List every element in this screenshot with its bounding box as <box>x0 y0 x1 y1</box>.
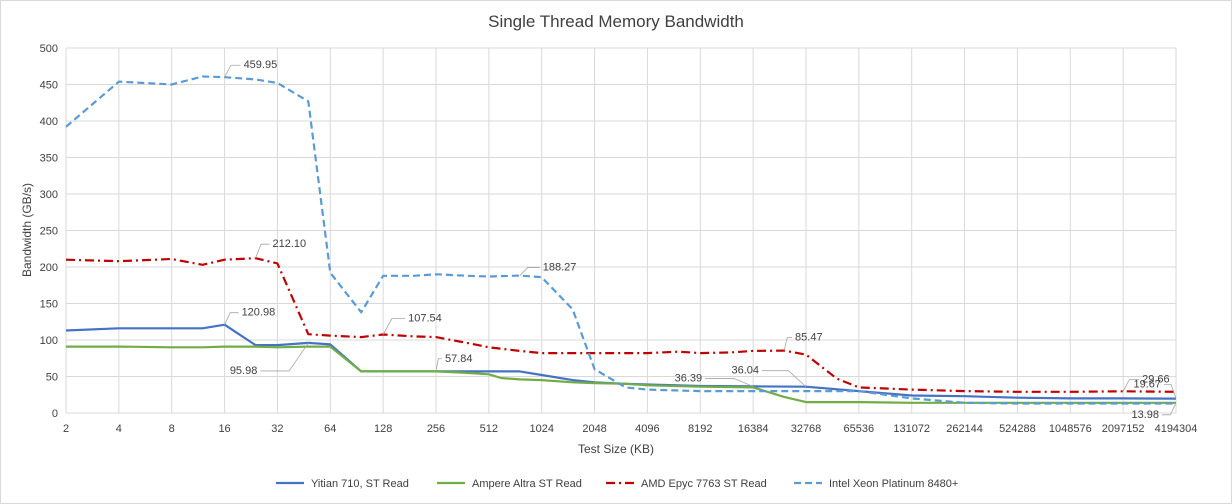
data-labels: 459.95 212.10 120.98 95.98 107.54 188.27 57.84… <box>224 59 1177 421</box>
y-tick-label: 450 <box>40 80 58 92</box>
data-label-leader <box>519 267 540 276</box>
y-axis-ticks: 0 50 100 150 200 250 300 350 400 450 500 <box>40 43 58 420</box>
x-tick-label: 64 <box>324 423 336 435</box>
y-tick-label: 200 <box>40 262 58 274</box>
data-label-leader <box>224 64 241 78</box>
series-line-3 <box>65 257 1177 393</box>
x-tick-label: 8 <box>169 423 175 435</box>
legend-label-3: AMD Epyc 7763 ST Read <box>641 478 767 490</box>
y-tick-label: 100 <box>40 335 58 347</box>
data-label-leader <box>762 370 807 387</box>
x-tick-label: 1048576 <box>1049 423 1092 435</box>
y-tick-label: 500 <box>40 43 58 55</box>
x-tick-label: 32768 <box>791 423 822 435</box>
data-label-leader <box>260 342 309 372</box>
y-tick-label: 250 <box>40 226 58 238</box>
x-tick-label: 2048 <box>582 423 606 435</box>
data-label-leader <box>783 337 793 351</box>
x-tick-label: 4096 <box>635 423 659 435</box>
data-label: 212.10 <box>272 238 306 250</box>
x-tick-label: 131072 <box>893 423 930 435</box>
data-label-leader <box>1122 378 1140 392</box>
x-tick-label: 524288 <box>999 423 1036 435</box>
data-label-leader <box>224 312 239 325</box>
data-label: 107.54 <box>408 312 442 324</box>
y-tick-label: 350 <box>40 153 58 165</box>
x-axis-label: Test Size (KB) <box>578 442 654 456</box>
data-label: 19.67 <box>1133 379 1161 391</box>
legend-label-2: Ampere Altra ST Read <box>472 478 582 490</box>
legend-label-1: Yitian 710, ST Read <box>311 478 409 490</box>
data-label-leader <box>255 243 270 259</box>
data-label-leader <box>705 378 754 387</box>
data-label: 29.66 <box>1142 373 1170 385</box>
data-label-leader <box>1162 402 1177 416</box>
y-tick-label: 0 <box>52 408 58 420</box>
x-tick-label: 262144 <box>946 423 983 435</box>
x-tick-label: 2097152 <box>1102 423 1145 435</box>
x-axis-ticks: 2 4 8 16 32 64 128 256 512 1024 2048 4096 8192 16384 3… <box>63 423 1197 435</box>
data-label-leader <box>1164 384 1177 399</box>
y-tick-label: 50 <box>46 372 58 384</box>
x-tick-label: 16 <box>218 423 230 435</box>
data-label: 95.98 <box>230 365 258 377</box>
x-tick-label: 16384 <box>738 423 769 435</box>
data-label: 36.39 <box>675 372 703 384</box>
series-line-1 <box>65 323 1177 400</box>
chart-title: Single Thread Memory Bandwidth <box>488 12 744 31</box>
data-label: 459.95 <box>244 59 278 71</box>
data-label-leader <box>435 358 442 371</box>
x-tick-label: 256 <box>427 423 445 435</box>
x-tick-label: 512 <box>480 423 498 435</box>
data-label-leader <box>382 318 406 335</box>
legend-label-4: Intel Xeon Platinum 8480+ <box>829 478 958 490</box>
data-label: 85.47 <box>795 332 823 344</box>
y-tick-label: 150 <box>40 299 58 311</box>
y-tick-label: 400 <box>40 116 58 128</box>
y-axis-label: Bandwidth (GB/s) <box>20 183 34 277</box>
x-tick-label: 65536 <box>844 423 875 435</box>
x-tick-label: 128 <box>374 423 392 435</box>
data-label: 36.04 <box>731 365 759 377</box>
x-tick-label: 4194304 <box>1155 423 1198 435</box>
x-tick-label: 4 <box>116 423 122 435</box>
y-tick-label: 300 <box>40 189 58 201</box>
data-label: 57.84 <box>445 353 473 365</box>
data-label: 120.98 <box>242 307 276 319</box>
data-label: 13.98 <box>1131 409 1159 421</box>
x-tick-label: 8192 <box>688 423 712 435</box>
series-lines <box>65 75 1177 405</box>
x-tick-label: 2 <box>63 423 69 435</box>
series-line-2 <box>66 345 1176 404</box>
data-label: 188.27 <box>543 262 577 274</box>
x-tick-label: 1024 <box>529 423 553 435</box>
x-tick-label: 32 <box>271 423 283 435</box>
legend: Yitian 710, ST Read Ampere Altra ST Read A… <box>276 478 958 490</box>
